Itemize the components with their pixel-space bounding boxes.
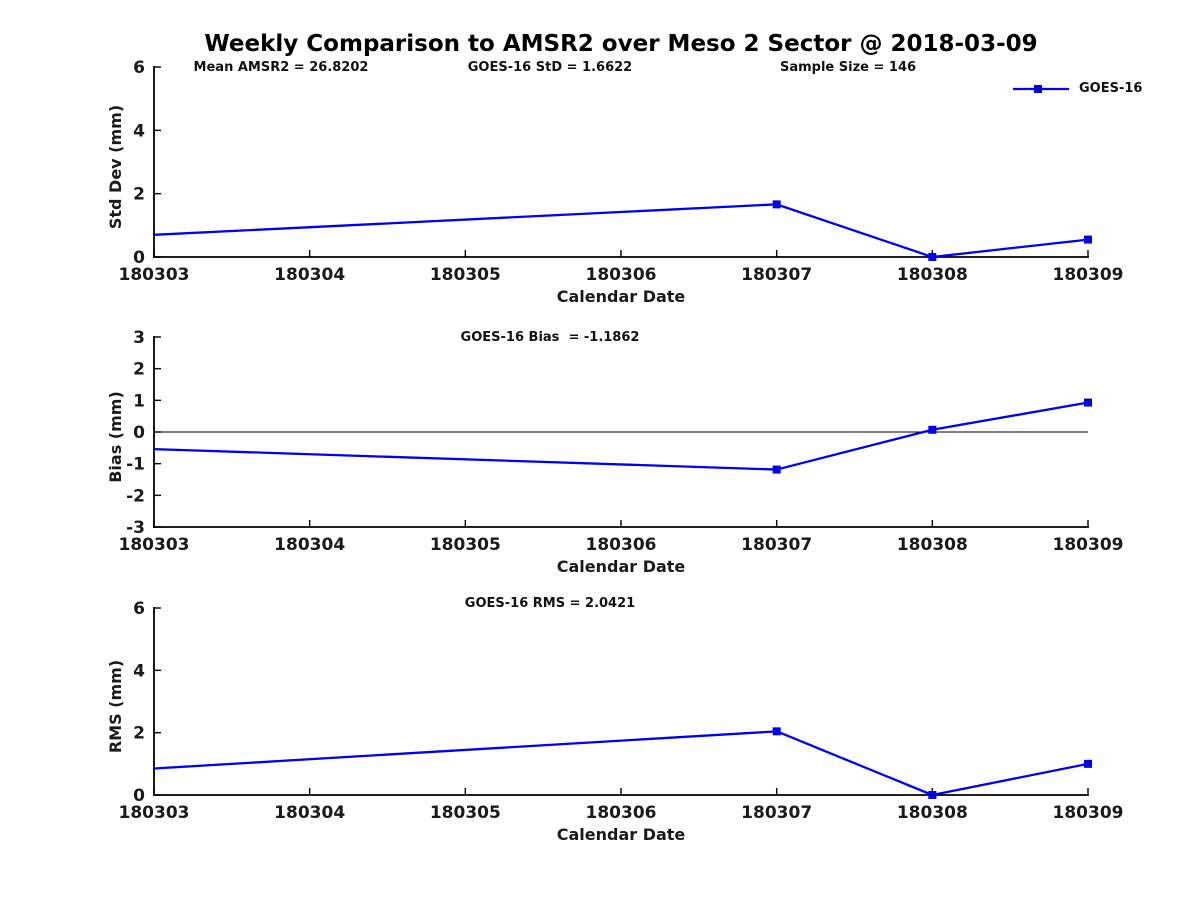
data-point-marker [1084, 235, 1092, 244]
x-tick-label: 180303 [119, 803, 190, 823]
x-tick-label: 180306 [586, 265, 657, 285]
data-point-marker [772, 727, 781, 736]
y-tick-label: -3 [126, 518, 145, 538]
x-tick-label: 180308 [897, 265, 968, 285]
x-tick-label: 180308 [897, 535, 968, 555]
x-tick-label: 180303 [119, 535, 190, 555]
x-tick-label: 180307 [741, 535, 812, 555]
x-tick-label: 180305 [430, 265, 501, 285]
annotation-goes16-bias: GOES-16 Bias = -1.1862 [460, 330, 640, 345]
subplot-bias: 180303 180304 180305 180306 180307 180308 1803… [106, 328, 1123, 576]
x-tick-label: 180307 [741, 803, 812, 823]
data-point-marker [928, 791, 937, 799]
data-point-marker [772, 200, 781, 209]
y-tick-label: 2 [133, 360, 145, 380]
x-tick-label: 180307 [741, 265, 812, 285]
y-tick-label: 2 [133, 185, 145, 205]
y-tick-label: 4 [133, 121, 145, 141]
x-tick-label: 180304 [274, 803, 345, 823]
data-line [153, 203, 1089, 259]
x-axis-title: Calendar Date [557, 825, 686, 844]
data-point-marker [772, 465, 781, 474]
data-point-marker [1084, 398, 1092, 407]
x-tick-label: 180309 [1053, 803, 1124, 823]
legend-marker-icon [1034, 84, 1042, 93]
x-tick-label: 180303 [119, 265, 190, 285]
y-tick-label: -2 [126, 486, 145, 506]
y-tick-label: 4 [133, 661, 145, 681]
annotation-mean-amsr2: Mean AMSR2 = 26.8202 [193, 60, 369, 75]
y-tick-label: 2 [133, 724, 145, 744]
figure-title: Weekly Comparison to AMSR2 over Meso 2 S… [204, 31, 1038, 57]
legend-line-sample [1013, 84, 1069, 93]
annotation-goes16-rms: GOES-16 RMS = 2.0421 [464, 596, 636, 611]
y-tick-label: 6 [133, 58, 145, 78]
y-tick-label: 1 [133, 391, 145, 411]
x-tick-label: 180309 [1053, 265, 1124, 285]
y-tick-label: 6 [133, 599, 145, 619]
data-line [153, 401, 1089, 471]
subplot-stddev: 180303 180304 180305 180306 180307 180308 1803… [106, 58, 1123, 306]
y-tick-label: 0 [133, 786, 145, 806]
y-axis-title: Bias (mm) [106, 391, 125, 483]
y-tick-label: 0 [133, 248, 145, 268]
x-axis-title: Calendar Date [557, 287, 686, 306]
data-point-marker [1084, 759, 1092, 768]
y-axis-title: RMS (mm) [106, 660, 125, 753]
x-tick-label: 180306 [586, 803, 657, 823]
y-tick-label: -1 [126, 455, 145, 475]
x-tick-label: 180305 [430, 535, 501, 555]
data-point-marker [928, 253, 937, 261]
x-tick-label: 180309 [1053, 535, 1124, 555]
y-tick-label: 3 [133, 328, 145, 348]
x-axis-title: Calendar Date [557, 557, 686, 576]
x-tick-label: 180306 [586, 535, 657, 555]
data-point-marker [928, 425, 937, 434]
legend-label: GOES-16 [1079, 81, 1143, 96]
annotation-goes16-std: GOES-16 StD = 1.6622 [467, 60, 633, 75]
subplot-rms: 180303 180304 180305 180306 180307 180308 1803… [106, 599, 1123, 844]
y-tick-label: 0 [133, 423, 145, 443]
annotation-sample-size: Sample Size = 146 [779, 60, 917, 75]
legend: GOES-16 [1012, 81, 1142, 96]
x-tick-label: 180308 [897, 803, 968, 823]
y-axis-title: Std Dev (mm) [106, 105, 125, 229]
data-line [153, 730, 1089, 797]
x-tick-label: 180305 [430, 803, 501, 823]
x-tick-label: 180304 [274, 265, 345, 285]
x-tick-label: 180304 [274, 535, 345, 555]
